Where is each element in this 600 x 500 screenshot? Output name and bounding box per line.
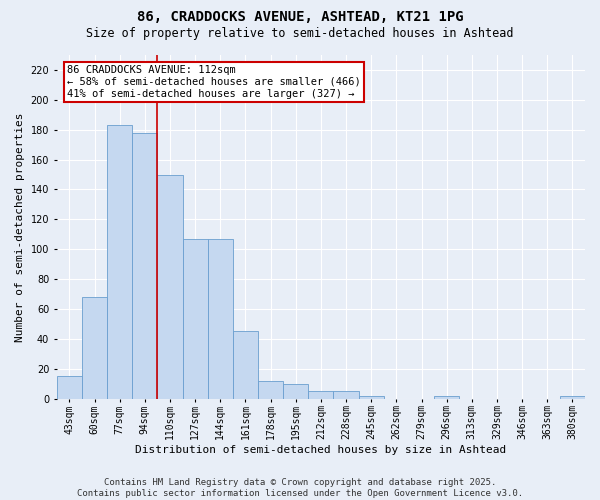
Text: Size of property relative to semi-detached houses in Ashtead: Size of property relative to semi-detach… bbox=[86, 28, 514, 40]
Text: 86 CRADDOCKS AVENUE: 112sqm
← 58% of semi-detached houses are smaller (466)
41% : 86 CRADDOCKS AVENUE: 112sqm ← 58% of sem… bbox=[67, 66, 361, 98]
Bar bbox=[182, 239, 208, 398]
Bar bbox=[258, 380, 283, 398]
Bar bbox=[359, 396, 384, 398]
Bar bbox=[132, 132, 157, 398]
Y-axis label: Number of semi-detached properties: Number of semi-detached properties bbox=[15, 112, 25, 342]
Bar bbox=[560, 396, 585, 398]
Bar bbox=[283, 384, 308, 398]
Bar bbox=[57, 376, 82, 398]
Text: Contains HM Land Registry data © Crown copyright and database right 2025.
Contai: Contains HM Land Registry data © Crown c… bbox=[77, 478, 523, 498]
Bar bbox=[233, 332, 258, 398]
Bar bbox=[208, 239, 233, 398]
X-axis label: Distribution of semi-detached houses by size in Ashtead: Distribution of semi-detached houses by … bbox=[135, 445, 506, 455]
Bar bbox=[157, 174, 182, 398]
Bar bbox=[107, 125, 132, 398]
Text: 86, CRADDOCKS AVENUE, ASHTEAD, KT21 1PG: 86, CRADDOCKS AVENUE, ASHTEAD, KT21 1PG bbox=[137, 10, 463, 24]
Bar bbox=[434, 396, 459, 398]
Bar bbox=[334, 391, 359, 398]
Bar bbox=[308, 391, 334, 398]
Bar bbox=[82, 297, 107, 398]
